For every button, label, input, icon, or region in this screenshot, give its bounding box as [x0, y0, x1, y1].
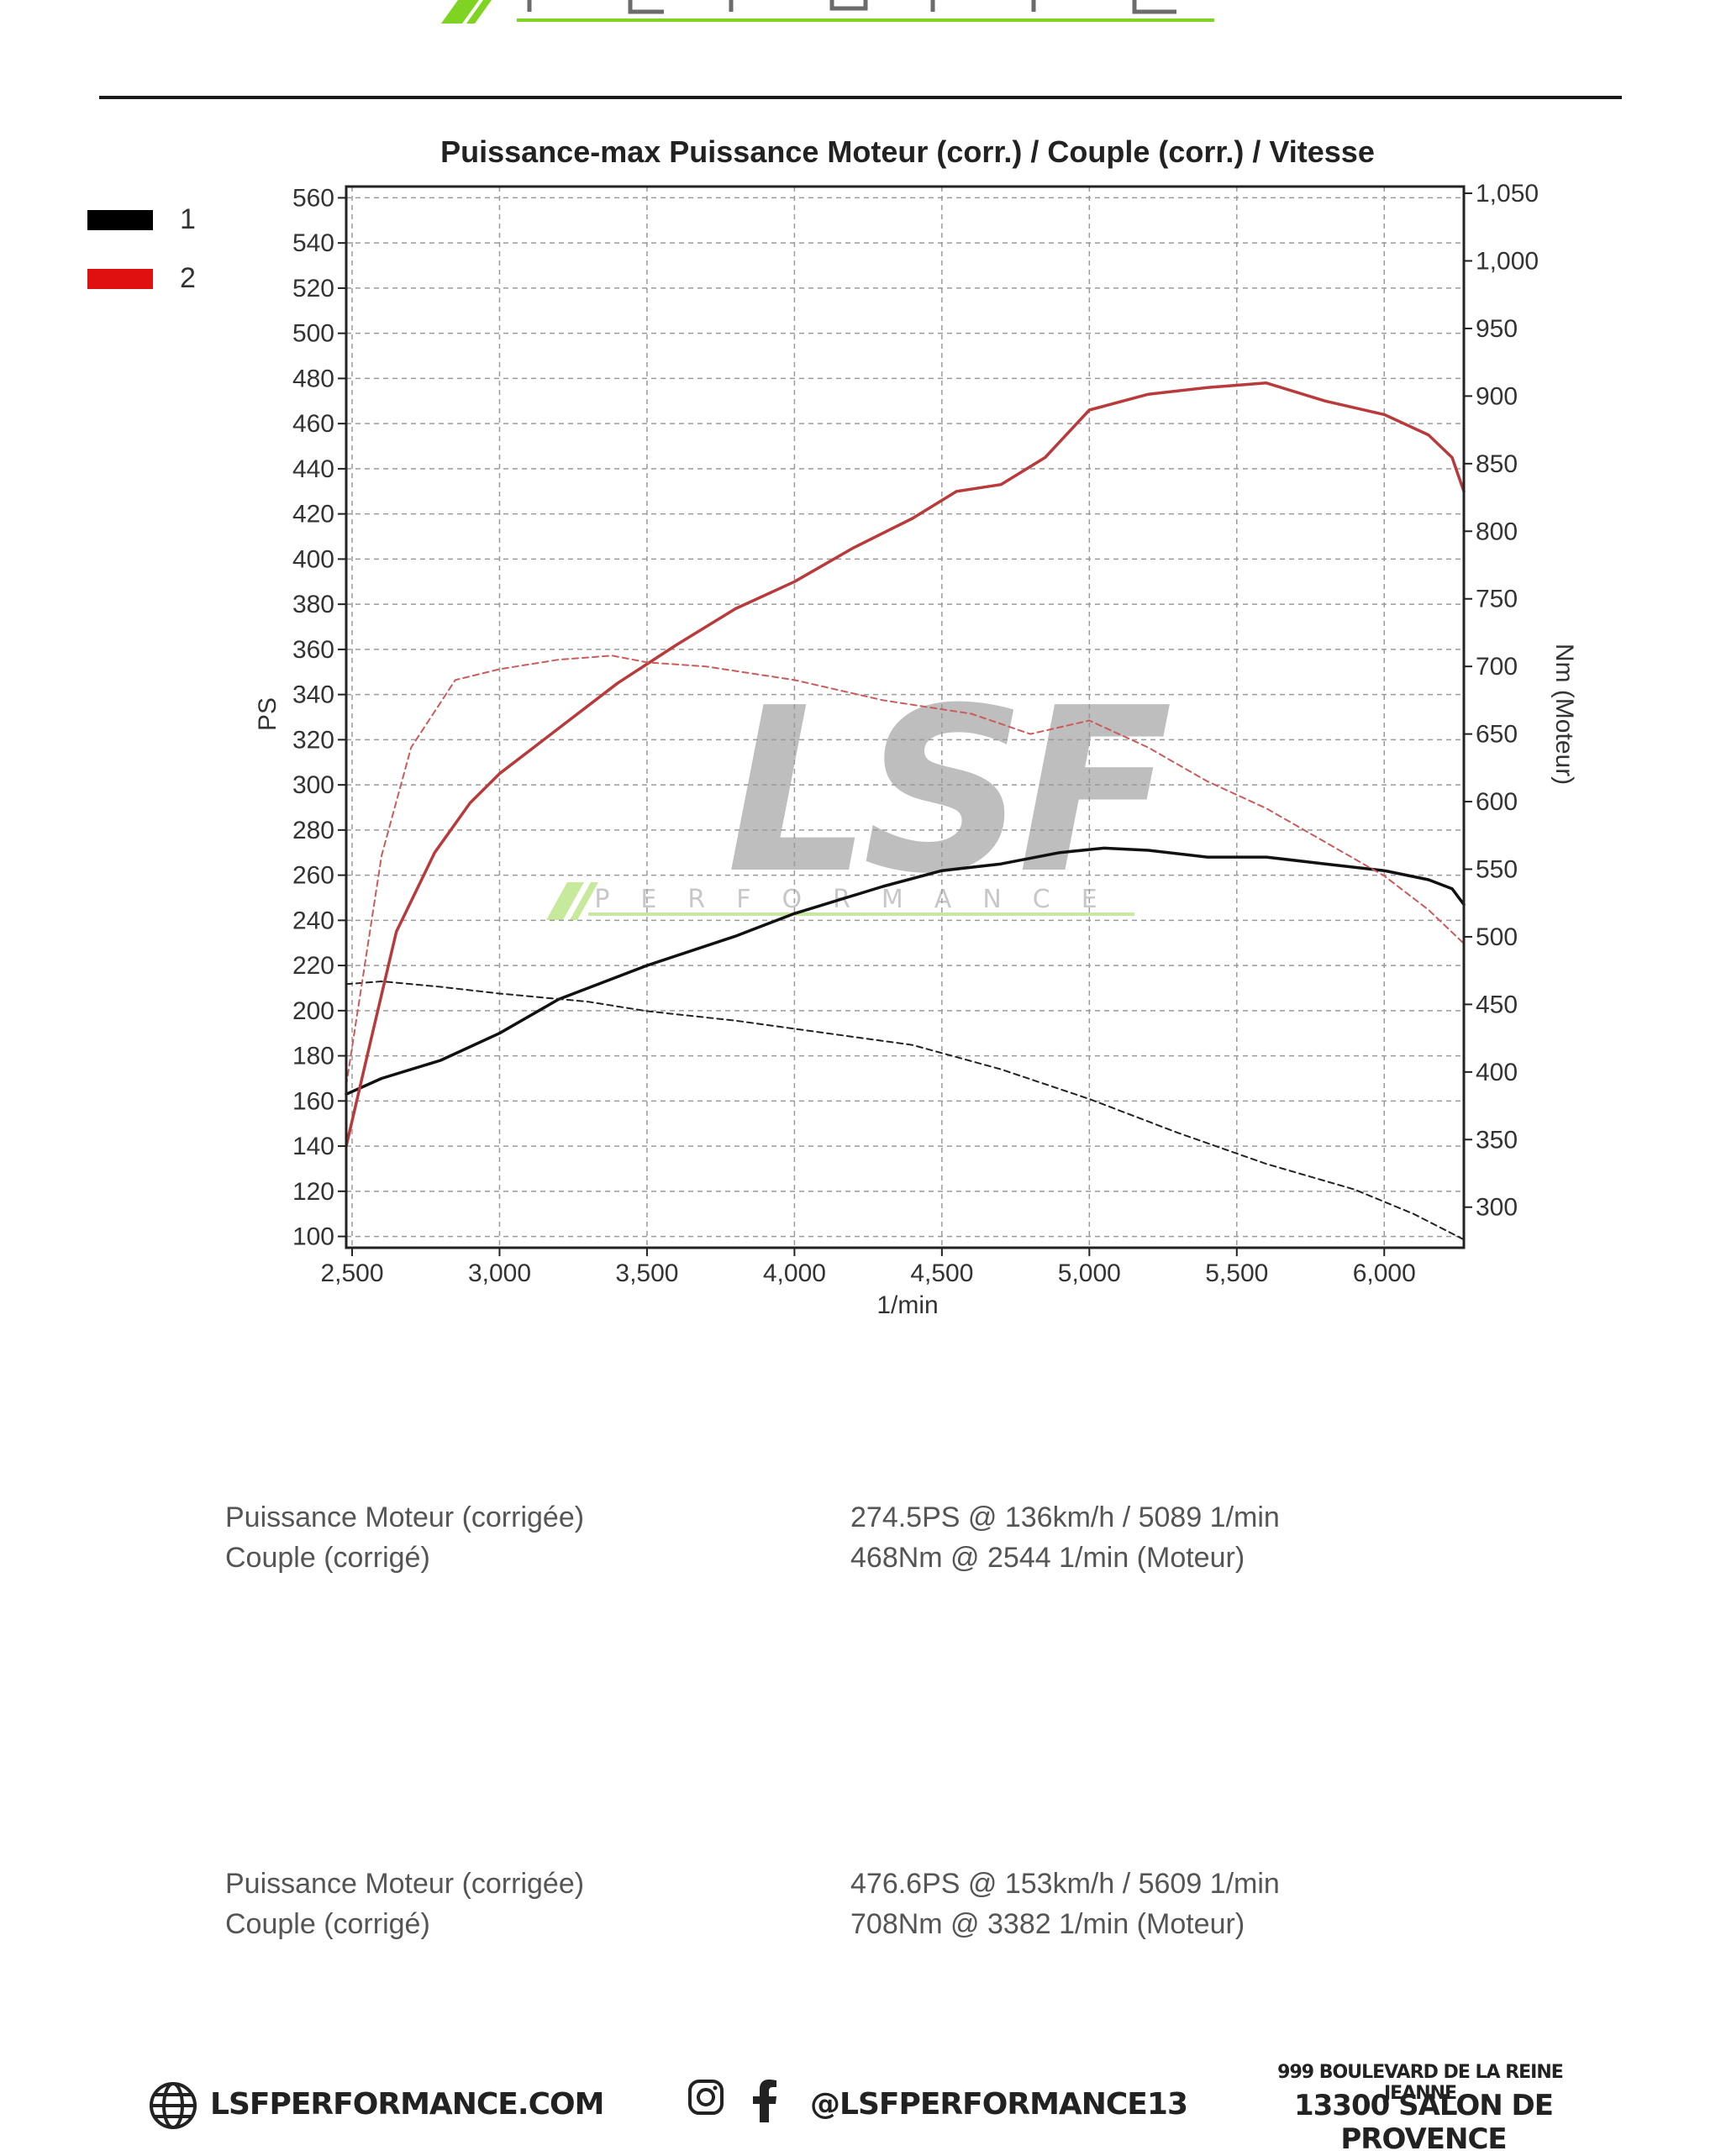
x-tick-label: 4,500 [910, 1259, 973, 1287]
x-axis: 2,500 3,000 3,500 4,000 4,500 5,000 5,500 6,000 [320, 1248, 1416, 1287]
y-left-tick-label: 340 [292, 681, 334, 709]
y-left-tick-label: 180 [292, 1043, 334, 1070]
legend-swatch [87, 210, 153, 230]
legend-swatch [87, 269, 153, 289]
y-left-tick-label: 220 [292, 952, 334, 980]
y-left-tick-label: 120 [292, 1178, 334, 1206]
x-tick-label: 5,500 [1205, 1259, 1268, 1287]
facebook-icon[interactable] [752, 2079, 777, 2122]
power-label: Puissance Moteur (corrigée) [225, 1501, 585, 1533]
x-tick-label: 5,000 [1058, 1259, 1121, 1287]
y-right-tick-label: 850 [1476, 450, 1518, 478]
lsf-performance-logo [441, 0, 1214, 24]
y-right-tick-label: 600 [1476, 788, 1518, 816]
y-right-tick-label: 400 [1476, 1059, 1518, 1086]
y-left-tick-label: 520 [292, 275, 334, 302]
y-left-tick-label: 140 [292, 1133, 334, 1160]
series-line-1 [345, 846, 1466, 1096]
plot-frame [345, 185, 1466, 1249]
instagram-icon[interactable] [687, 2079, 724, 2116]
y-left-tick-label: 200 [292, 997, 334, 1025]
series-line-4 [345, 655, 1465, 1086]
summary-block-2: Puissance Moteur (corrigée) 476.6PS @ 15… [225, 1868, 1486, 1960]
legend-label: 2 [180, 262, 196, 294]
y-left-tick-label: 460 [292, 410, 334, 438]
y-left-tick-label: 300 [292, 771, 334, 799]
y-left-tick-label: 320 [292, 726, 334, 754]
y-right-tick-label: 1,000 [1476, 247, 1539, 275]
power-value: 274.5PS @ 136km/h / 5089 1/min [850, 1501, 1280, 1533]
watermark-subtext: PERFORMANCE [594, 885, 1128, 914]
y-left-tick-label: 160 [292, 1087, 334, 1115]
y-right-tick-label: 650 [1476, 721, 1518, 749]
header-divider [99, 96, 1622, 99]
y-right-tick-label: 350 [1476, 1126, 1518, 1154]
summary-block-1: Puissance Moteur (corrigée) 274.5PS @ 13… [225, 1501, 1486, 1594]
y-left-tick-label: 380 [292, 591, 334, 618]
y-axis-left-label: PS [254, 697, 282, 731]
y-left-tick-label: 540 [292, 229, 334, 257]
y-left-tick-label: 480 [292, 365, 334, 392]
torque-label: Couple (corrigé) [225, 1908, 430, 1940]
address-line-1: 999 BOULEVARD DE LA REINE JEANNE [1277, 2062, 1564, 2104]
y-left-tick-label: 500 [292, 320, 334, 348]
y-right-tick-label: 1,050 [1476, 180, 1539, 208]
y-axis-left: 100 120 140 160 180 200 220 240 260 280 300 320 340 3… [292, 184, 346, 1251]
series-line-2 [345, 981, 1465, 1241]
y-right-tick-label: 550 [1476, 856, 1518, 884]
x-tick-label: 3,000 [468, 1259, 531, 1287]
y-right-tick-label: 750 [1476, 586, 1518, 613]
x-tick-label: 6,000 [1353, 1259, 1416, 1287]
y-right-tick-label: 500 [1476, 923, 1518, 951]
y-left-tick-label: 440 [292, 455, 334, 483]
y-left-tick-label: 100 [292, 1223, 334, 1251]
torque-value: 708Nm @ 3382 1/min (Moteur) [850, 1908, 1245, 1940]
x-tick-label: 2,500 [320, 1259, 383, 1287]
legend-label: 1 [180, 203, 196, 235]
y-left-tick-label: 560 [292, 184, 334, 212]
y-right-tick-label: 700 [1476, 653, 1518, 681]
x-tick-label: 4,000 [763, 1259, 826, 1287]
y-right-tick-label: 900 [1476, 382, 1518, 410]
chart-title: Puissance-max Puissance Moteur (corr.) /… [440, 134, 1375, 169]
y-right-tick-label: 450 [1476, 991, 1518, 1018]
chart-grid [346, 187, 1464, 1248]
y-right-tick-label: 950 [1476, 315, 1518, 343]
y-right-tick-label: 800 [1476, 518, 1518, 545]
series-line-3 [345, 381, 1466, 1148]
social-handle-link[interactable]: @LSFPERFORMANCE13 [810, 2087, 1188, 2122]
x-tick-label: 3,500 [615, 1259, 678, 1287]
y-axis-right: 300 350 400 450 500 550 600 650 700 750 800 850 900 9… [1464, 180, 1539, 1222]
y-left-tick-label: 260 [292, 862, 334, 890]
y-axis-right-label: Nm (Moteur) [1550, 644, 1578, 785]
y-left-tick-label: 420 [292, 501, 334, 528]
legend-item: 2 [87, 262, 255, 297]
y-left-tick-label: 240 [292, 907, 334, 934]
power-value: 476.6PS @ 153km/h / 5609 1/min [850, 1868, 1280, 1900]
x-axis-label: 1/min [876, 1291, 938, 1319]
y-left-tick-label: 400 [292, 545, 334, 573]
website-link[interactable]: LSFPERFORMANCE.COM [210, 2087, 604, 2122]
chart-series [345, 381, 1466, 1241]
footer: LSFPERFORMANCE.COM @LSFPERFORMANCE13 999… [0, 2050, 1721, 2156]
legend-item: 1 [87, 203, 255, 239]
globe-icon [150, 2082, 197, 2129]
y-left-tick-label: 280 [292, 817, 334, 844]
watermark-text: LSF [727, 659, 1171, 923]
address-line-2: 13300 SALON DE PROVENCE [1293, 2089, 1554, 2156]
dyno-chart: Puissance-max Puissance Moteur (corr.) /… [254, 134, 1578, 1319]
power-label: Puissance Moteur (corrigée) [225, 1868, 585, 1900]
y-right-tick-label: 300 [1476, 1194, 1518, 1222]
torque-value: 468Nm @ 2544 1/min (Moteur) [850, 1542, 1245, 1574]
torque-label: Couple (corrigé) [225, 1542, 430, 1574]
watermark: LSF PERFORMANCE [546, 659, 1178, 923]
y-left-tick-label: 360 [292, 636, 334, 664]
